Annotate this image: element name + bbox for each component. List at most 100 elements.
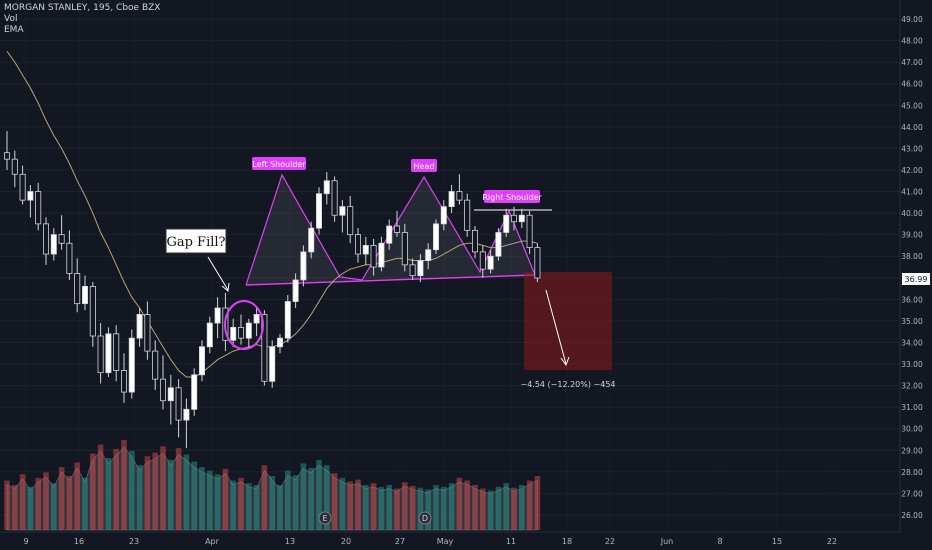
volume-bar bbox=[136, 465, 143, 530]
time-tick-label: Apr bbox=[205, 537, 220, 546]
candle bbox=[198, 340, 205, 382]
candle-body bbox=[479, 251, 486, 270]
candle-body bbox=[378, 242, 385, 268]
candle bbox=[370, 238, 377, 276]
candle-body bbox=[284, 301, 291, 339]
candle bbox=[89, 282, 96, 347]
time-tick-label: 15 bbox=[772, 537, 782, 546]
candle bbox=[292, 273, 299, 308]
candle-body bbox=[175, 387, 182, 421]
candle bbox=[167, 374, 174, 425]
chart-legend: MORGAN STANLEY, 195, Cboe BZX Vol EMA bbox=[4, 3, 160, 36]
candle-body bbox=[308, 227, 315, 253]
head-label: Head bbox=[414, 162, 435, 171]
candle-body bbox=[362, 245, 369, 255]
candle-body bbox=[183, 408, 190, 421]
ema-indicator-label[interactable]: EMA bbox=[4, 25, 24, 35]
candle-body bbox=[409, 264, 416, 277]
candle-body bbox=[253, 314, 260, 324]
candle-body bbox=[510, 214, 517, 223]
candle-body bbox=[136, 314, 143, 339]
gap-fill-label: Gap Fill? bbox=[166, 235, 225, 250]
volume-bar bbox=[300, 463, 307, 530]
volume-bar bbox=[19, 474, 26, 530]
candle bbox=[128, 329, 135, 399]
earnings-marker[interactable]: E bbox=[318, 511, 332, 525]
volume-bar bbox=[90, 453, 96, 530]
price-tick-label: 35.00 bbox=[901, 317, 923, 326]
candle bbox=[471, 226, 478, 259]
candle bbox=[50, 228, 57, 261]
volume-bar bbox=[261, 465, 268, 530]
dividend-marker-label: D bbox=[422, 514, 428, 523]
price-tick-label: 45.00 bbox=[901, 101, 923, 110]
volume-bar bbox=[74, 462, 80, 530]
price-tick-label: 29.00 bbox=[901, 446, 923, 455]
earnings-marker-label: E bbox=[322, 514, 327, 523]
candle-body bbox=[50, 234, 57, 255]
candle-body bbox=[393, 225, 400, 233]
candle-body bbox=[292, 279, 299, 302]
head-and-shoulders-pattern bbox=[245, 173, 612, 370]
volume-bar bbox=[324, 465, 330, 530]
volume-indicator-label[interactable]: Vol bbox=[4, 14, 18, 24]
candle bbox=[191, 368, 198, 416]
time-tick-label: 27 bbox=[395, 537, 405, 546]
target-box bbox=[524, 272, 612, 370]
candle-body bbox=[276, 337, 283, 348]
candle bbox=[121, 353, 128, 403]
candle bbox=[253, 307, 260, 337]
price-tick-label: 30.00 bbox=[901, 425, 923, 434]
candle bbox=[261, 310, 268, 386]
time-tick-label: 23 bbox=[129, 537, 139, 546]
time-axis[interactable]: 9 16 23 Apr 13 20 27 May 11 18 22 Jun 8 15 22 bbox=[0, 531, 932, 550]
volume-bar bbox=[214, 474, 221, 530]
candle-body bbox=[113, 333, 120, 371]
volume-bar bbox=[35, 477, 41, 530]
volume-bar bbox=[534, 476, 541, 530]
candle-body bbox=[425, 249, 432, 261]
candle-body bbox=[4, 152, 10, 160]
volume-bar bbox=[448, 483, 455, 530]
volume-bar bbox=[97, 444, 104, 530]
volume-bar bbox=[277, 485, 283, 530]
candle bbox=[354, 228, 361, 263]
candle bbox=[456, 174, 463, 205]
price-tick-label: 33.00 bbox=[901, 360, 923, 369]
candle-body bbox=[518, 214, 525, 223]
price-tick-label: 44.00 bbox=[901, 123, 923, 132]
price-tick-label: 32.00 bbox=[901, 382, 923, 391]
time-tick-label: 18 bbox=[562, 537, 572, 546]
volume-bar bbox=[230, 480, 236, 530]
candle-body bbox=[97, 335, 104, 374]
candle bbox=[82, 275, 89, 311]
volume-bar bbox=[495, 486, 502, 530]
candle bbox=[362, 236, 369, 265]
candle bbox=[105, 327, 112, 377]
candle-body bbox=[66, 242, 73, 274]
candle bbox=[206, 316, 213, 354]
symbol-title[interactable]: MORGAN STANLEY, 195, Cboe BZX bbox=[4, 3, 161, 13]
volume-bar bbox=[363, 485, 369, 530]
price-tick-label: 27.00 bbox=[901, 489, 923, 498]
candle-body bbox=[198, 346, 205, 376]
time-tick-label: 22 bbox=[605, 537, 615, 546]
volume-bar bbox=[347, 481, 353, 530]
candle-body bbox=[534, 247, 541, 279]
volume-bar bbox=[4, 480, 10, 530]
volume-bar bbox=[285, 470, 291, 530]
time-tick-label: Jun bbox=[660, 537, 674, 546]
time-tick-label: 9 bbox=[23, 537, 28, 546]
candle bbox=[11, 150, 18, 188]
candle-body bbox=[456, 191, 463, 201]
candle-body bbox=[347, 206, 354, 236]
volume-bar bbox=[113, 449, 119, 530]
volume-bar bbox=[308, 467, 314, 530]
dividend-marker[interactable]: D bbox=[418, 511, 432, 525]
volume-bar bbox=[433, 485, 439, 530]
candle bbox=[136, 307, 143, 347]
candle-body bbox=[144, 314, 151, 352]
candle bbox=[300, 245, 307, 287]
candle-body bbox=[11, 158, 18, 175]
